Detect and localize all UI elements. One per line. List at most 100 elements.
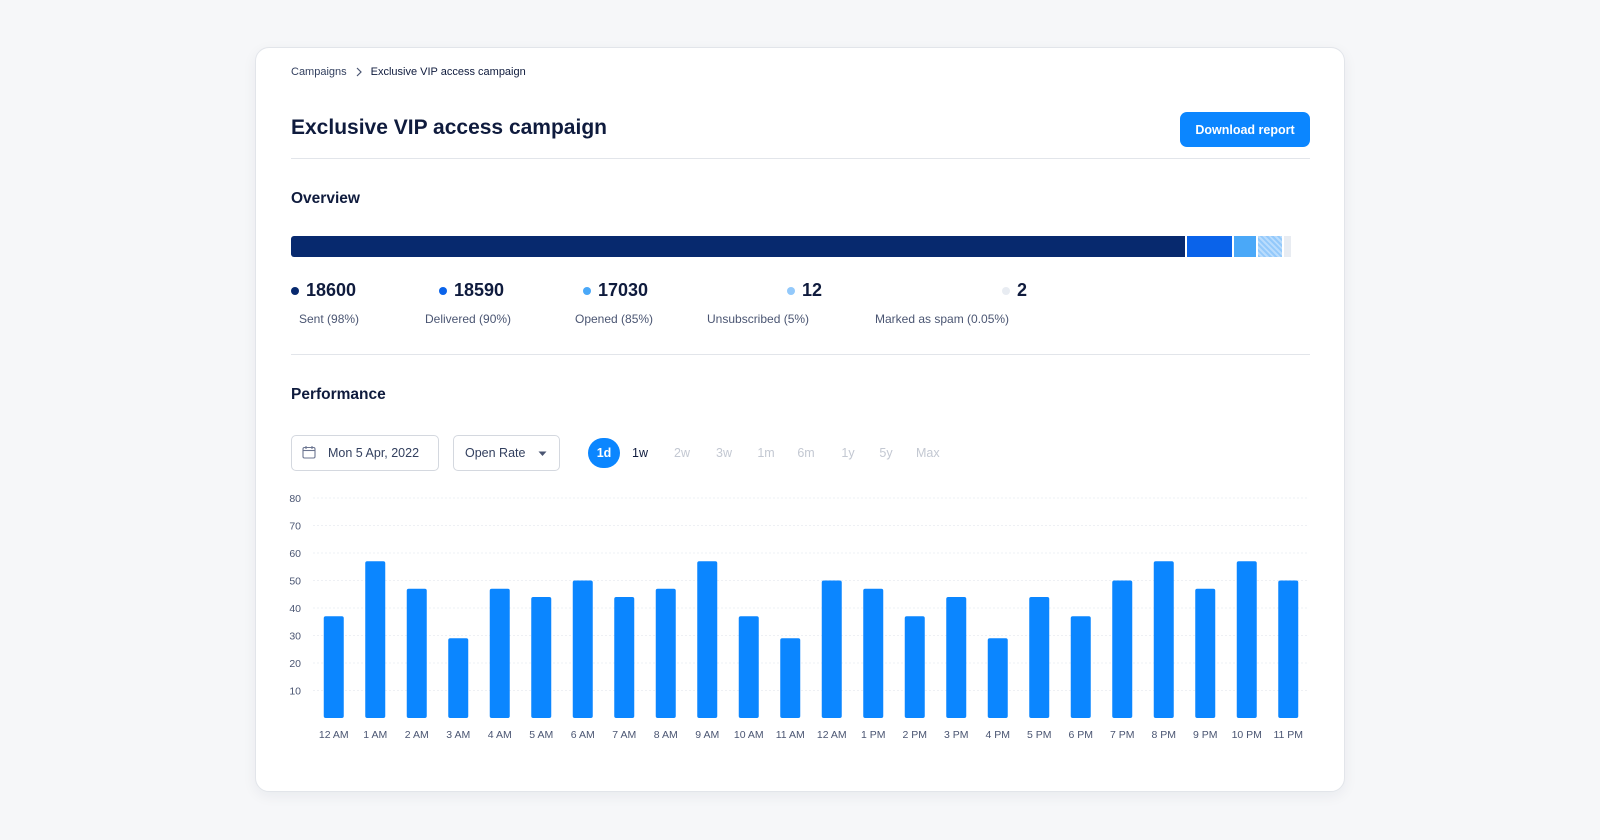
range-tab-1w[interactable]: 1w xyxy=(632,446,648,460)
y-tick-label: 30 xyxy=(289,631,301,643)
x-tick-label: 9 PM xyxy=(1193,729,1218,741)
x-tick-label: 11 AM xyxy=(776,729,805,741)
chart-bar[interactable] xyxy=(406,588,427,718)
metric-value: Open Rate xyxy=(465,446,526,460)
chart-bar[interactable] xyxy=(1112,580,1133,719)
overview-bar-delivered xyxy=(1187,236,1232,257)
chart-bar[interactable] xyxy=(1278,580,1299,719)
range-tab-3w[interactable]: 3w xyxy=(716,446,732,460)
range-tab-5y[interactable]: 5y xyxy=(879,446,893,460)
range-tab-6m[interactable]: 6m xyxy=(797,446,815,460)
stat-label: Delivered (90%) xyxy=(425,312,512,326)
chart-bar[interactable] xyxy=(323,616,344,718)
chart-bar[interactable] xyxy=(614,597,635,718)
stat-delivered: 18590 Delivered (90%) xyxy=(425,280,511,326)
chart-bar[interactable] xyxy=(987,638,1008,718)
range-tab-1y[interactable]: 1y xyxy=(841,446,855,460)
x-tick-label: 12 AM xyxy=(817,729,847,741)
stat-value: 12 xyxy=(802,280,823,300)
x-tick-label: 4 PM xyxy=(985,729,1010,741)
chart-bar[interactable] xyxy=(821,580,842,719)
chart-bar[interactable] xyxy=(531,597,552,718)
x-tick-label: 4 AM xyxy=(488,729,512,741)
stat-value: 18590 xyxy=(454,280,505,300)
x-tick-label: 2 AM xyxy=(405,729,429,741)
chart-bar[interactable] xyxy=(697,561,718,718)
chevron-right-icon xyxy=(355,67,363,77)
chart-bar[interactable] xyxy=(904,616,925,718)
stat-label: Marked as spam (0.05%) xyxy=(875,312,1010,326)
unsubscribed-dot-icon xyxy=(787,286,795,295)
performance-chart: 10 20 30 40 50 60 70 80 12 AM 1 AM 2 AM 3 AM 4 AM 5 A… xyxy=(281,488,1331,748)
chart-bar[interactable] xyxy=(738,616,759,718)
spam-dot-icon xyxy=(1002,286,1010,295)
overview-stacked-bar xyxy=(291,236,1311,257)
stat-label: Opened (85%) xyxy=(575,312,654,326)
stat-value: 18600 xyxy=(306,280,357,300)
y-tick-label: 40 xyxy=(289,603,301,615)
stat-opened: 17030 Opened (85%) xyxy=(575,280,653,326)
chart-bar[interactable] xyxy=(863,588,884,718)
stat-sent: 18600 Sent (98%) xyxy=(291,280,359,326)
performance-title: Performance xyxy=(291,386,386,403)
chart-bar[interactable] xyxy=(1070,616,1091,718)
x-tick-label: 11 PM xyxy=(1273,729,1303,741)
range-tab-1d[interactable]: 1d xyxy=(588,438,620,468)
bar-chart: 10 20 30 40 50 60 70 80 12 AM 1 AM 2 AM 3 AM 4 AM 5 A… xyxy=(289,493,1309,741)
overview-bar-opened xyxy=(1234,236,1256,257)
breadcrumb-item-current: Exclusive VIP access campaign xyxy=(370,66,526,78)
stat-label: Sent (98%) xyxy=(299,312,360,326)
x-tick-label: 3 PM xyxy=(944,729,969,741)
y-tick-label: 10 xyxy=(289,686,301,698)
stat-unsubscribed: 12 Unsubscribed (5%) xyxy=(707,280,823,326)
x-tick-label: 6 PM xyxy=(1068,729,1093,741)
x-tick-label: 8 AM xyxy=(654,729,678,741)
x-tick-label: 7 PM xyxy=(1110,729,1135,741)
y-tick-label: 50 xyxy=(289,576,301,588)
chart-bar[interactable] xyxy=(448,638,469,718)
divider xyxy=(291,158,1310,159)
stat-value: 2 xyxy=(1017,280,1028,300)
x-tick-label: 12 AM xyxy=(319,729,349,741)
calendar-icon xyxy=(302,445,316,462)
y-tick-label: 60 xyxy=(289,548,301,560)
caret-down-icon xyxy=(538,446,547,460)
divider xyxy=(291,354,1310,355)
page-title: Exclusive VIP access campaign xyxy=(291,116,607,139)
stat-value: 17030 xyxy=(598,280,649,300)
chart-bar[interactable] xyxy=(780,638,801,718)
x-tick-label: 3 AM xyxy=(446,729,470,741)
chart-bar[interactable] xyxy=(946,597,967,718)
overview-title: Overview xyxy=(291,190,360,207)
breadcrumb: Campaigns Exclusive VIP access campaign xyxy=(291,66,526,78)
download-report-button[interactable]: Download report xyxy=(1180,112,1310,147)
delivered-dot-icon xyxy=(439,286,447,295)
x-tick-label: 8 PM xyxy=(1151,729,1176,741)
metric-select[interactable]: Open Rate xyxy=(453,435,560,471)
overview-bar-unsubscribed xyxy=(1258,236,1282,257)
range-tab-2w[interactable]: 2w xyxy=(674,446,690,460)
chart-bar[interactable] xyxy=(1236,561,1257,718)
chart-bar[interactable] xyxy=(1195,588,1216,718)
range-tab-1m[interactable]: 1m xyxy=(757,446,775,460)
overview-stats: 18600 Sent (98%) 18590 Delivered (90%) 1… xyxy=(291,280,1311,340)
campaign-card: Campaigns Exclusive VIP access campaign … xyxy=(255,47,1345,792)
chart-bar[interactable] xyxy=(655,588,676,718)
x-tick-label: 1 AM xyxy=(363,729,387,741)
x-tick-label: 7 AM xyxy=(612,729,636,741)
y-tick-label: 80 xyxy=(289,493,301,505)
y-tick-label: 70 xyxy=(289,521,301,533)
range-tab-max[interactable]: Max xyxy=(916,446,940,460)
stat-label: Unsubscribed (5%) xyxy=(707,312,810,326)
x-tick-label: 10 AM xyxy=(734,729,764,741)
chart-bar[interactable] xyxy=(1029,597,1050,718)
chart-bar[interactable] xyxy=(489,588,510,718)
x-tick-label: 5 AM xyxy=(529,729,553,741)
chart-bar[interactable] xyxy=(572,580,593,719)
x-tick-label: 2 PM xyxy=(902,729,927,741)
date-picker[interactable]: Mon 5 Apr, 2022 xyxy=(291,435,439,471)
breadcrumb-item-campaigns[interactable]: Campaigns xyxy=(291,66,347,78)
chart-bar[interactable] xyxy=(1153,561,1174,718)
chart-bar[interactable] xyxy=(365,561,386,718)
x-tick-label: 6 AM xyxy=(571,729,595,741)
